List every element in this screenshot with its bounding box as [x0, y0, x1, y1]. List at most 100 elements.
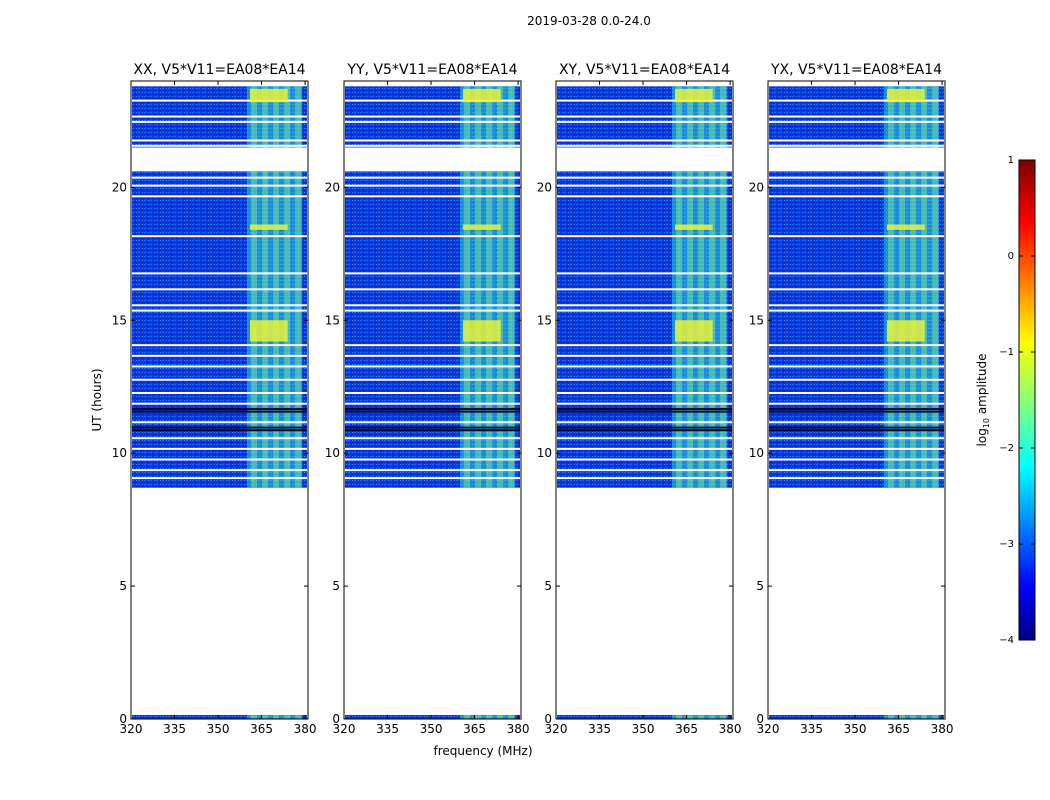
flag-line — [345, 195, 520, 198]
panel-title: XX, V5*V11=EA08*EA14 — [133, 62, 305, 78]
flag-line — [557, 477, 732, 480]
data-block — [557, 715, 732, 719]
x-tick-label: 365 — [250, 722, 273, 736]
x-tick-label: 335 — [800, 722, 823, 736]
flag-line — [557, 421, 732, 424]
hot-patch — [249, 88, 288, 103]
gap-line — [345, 407, 520, 410]
rfi-stripe — [899, 715, 906, 719]
flag-line — [769, 184, 944, 187]
flag-line — [132, 421, 307, 424]
panel-yy: YY, V5*V11=EA08*EA14 320 335 350 365 380 0 5 10 1… — [325, 62, 530, 736]
flag-line — [345, 115, 520, 118]
x-tick-label: 320 — [757, 722, 780, 736]
x-tick-label: 380 — [294, 722, 317, 736]
y-tick-label: 5 — [544, 579, 552, 593]
gap-line — [132, 407, 307, 410]
flag-line — [132, 272, 307, 275]
flag-line — [769, 447, 944, 450]
flag-line — [557, 309, 732, 312]
panel-xx: XX, V5*V11=EA08*EA14 320 335 350 365 380 0 5 10 1… — [112, 62, 317, 736]
gap-line — [132, 429, 307, 432]
flag-line — [132, 344, 307, 347]
flag-line — [769, 272, 944, 275]
y-tick-label: 10 — [325, 446, 340, 460]
rfi-stripe — [888, 715, 895, 719]
flag-line — [557, 115, 732, 118]
rfi-stripe — [497, 715, 504, 719]
rfi-stripe — [932, 171, 939, 488]
data-block — [769, 715, 944, 719]
flag-line — [557, 392, 732, 395]
flag-line — [132, 144, 307, 147]
rfi-stripe — [295, 715, 302, 719]
flag-line — [557, 99, 732, 102]
flag-line — [345, 354, 520, 357]
flag-line — [557, 195, 732, 198]
x-tick-label: 335 — [376, 722, 399, 736]
gap-line — [345, 429, 520, 432]
x-tick-label: 380 — [507, 722, 530, 736]
y-tick-label: 20 — [749, 180, 764, 194]
y-tick-label: 15 — [537, 313, 552, 327]
colorbar-gradient — [1018, 159, 1036, 641]
y-tick-label: 15 — [749, 313, 764, 327]
flag-line — [132, 458, 307, 461]
gap-line — [345, 426, 520, 429]
flag-line — [769, 469, 944, 472]
rfi-stripe — [720, 715, 727, 719]
flag-line — [345, 144, 520, 147]
gap-line — [769, 410, 944, 413]
gap-line — [557, 410, 732, 413]
flag-line — [769, 477, 944, 480]
flag-line — [769, 354, 944, 357]
x-tick-label: 350 — [207, 722, 230, 736]
flag-line — [132, 115, 307, 118]
flag-line — [557, 184, 732, 187]
flag-line — [769, 120, 944, 123]
flag-line — [557, 402, 732, 405]
flag-line — [345, 288, 520, 291]
gap-line — [557, 429, 732, 432]
y-tick-label: 5 — [332, 579, 340, 593]
data-block — [132, 715, 307, 719]
y-tick-label: 0 — [756, 712, 764, 726]
panel-title: YX, V5*V11=EA08*EA14 — [770, 62, 942, 78]
flag-line — [769, 144, 944, 147]
flag-line — [345, 184, 520, 187]
flag-line — [345, 469, 520, 472]
flag-line — [557, 469, 732, 472]
flag-line — [132, 184, 307, 187]
gap-line — [557, 426, 732, 429]
rfi-stripe — [464, 715, 471, 719]
gap-line — [132, 410, 307, 413]
flag-line — [557, 304, 732, 307]
y-tick-label: 0 — [544, 712, 552, 726]
flag-line — [769, 402, 944, 405]
rfi-band — [247, 715, 303, 719]
rfi-stripe — [508, 715, 515, 719]
y-tick-label: 10 — [112, 446, 127, 460]
flag-line — [345, 344, 520, 347]
x-tick-label: 365 — [463, 722, 486, 736]
y-tick-label: 0 — [332, 712, 340, 726]
x-tick-label: 320 — [545, 722, 568, 736]
flag-line — [769, 392, 944, 395]
x-tick-label: 365 — [887, 722, 910, 736]
y-tick-label: 5 — [756, 579, 764, 593]
flag-line — [557, 272, 732, 275]
colorbar-label-rest: amplitude — [975, 354, 989, 418]
panels: XX, V5*V11=EA08*EA14 320 335 350 365 380 0 5 10 1… — [112, 62, 954, 736]
rfi-stripe — [676, 715, 683, 719]
colorbar-label-sub: 10 — [982, 418, 991, 428]
y-tick-label: 10 — [749, 446, 764, 460]
flag-line — [132, 365, 307, 368]
rfi-stripe — [687, 715, 694, 719]
flag-line — [132, 235, 307, 238]
flag-line — [132, 176, 307, 179]
flag-line — [132, 304, 307, 307]
flag-line — [557, 365, 732, 368]
flag-line — [345, 120, 520, 123]
flag-line — [769, 437, 944, 440]
